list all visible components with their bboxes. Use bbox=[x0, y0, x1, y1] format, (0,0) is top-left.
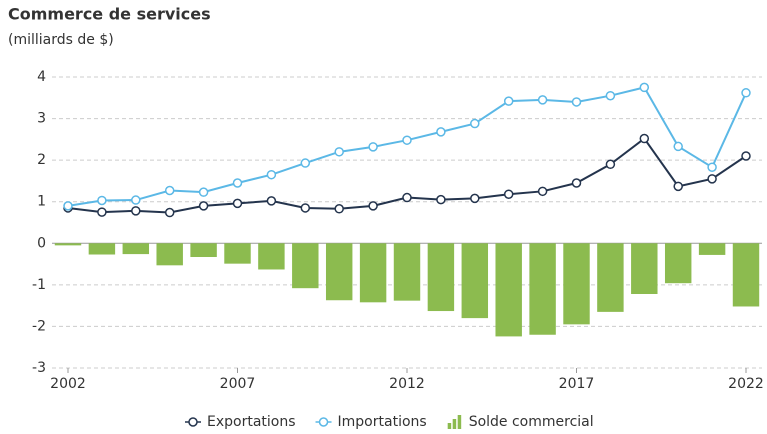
point bbox=[605, 159, 616, 170]
bar bbox=[732, 243, 760, 307]
legend-marker bbox=[452, 419, 457, 429]
plot-area: -3 -2 -1 0 1 2 3 4 2002 2007 2012 2017 2022 bbox=[32, 69, 764, 392]
point bbox=[503, 96, 514, 106]
point bbox=[673, 141, 683, 152]
x-tick-label: 2022 bbox=[728, 376, 764, 392]
bar bbox=[461, 243, 489, 319]
bar bbox=[359, 243, 387, 303]
x-tick-label: 2012 bbox=[389, 376, 425, 392]
legend-label: Exportations bbox=[207, 414, 296, 430]
bar bbox=[393, 243, 421, 301]
x-tick-label: 2017 bbox=[559, 376, 595, 392]
point bbox=[741, 151, 751, 161]
legend: Exportations Importations Solde commercial bbox=[185, 414, 594, 430]
point bbox=[266, 196, 277, 206]
point bbox=[605, 90, 616, 101]
point bbox=[707, 174, 717, 184]
point bbox=[436, 194, 446, 205]
bar bbox=[495, 243, 522, 337]
point bbox=[334, 204, 344, 214]
legend-marker bbox=[188, 417, 198, 427]
bar bbox=[190, 243, 217, 258]
point bbox=[402, 192, 412, 203]
point bbox=[198, 201, 209, 211]
point bbox=[368, 142, 378, 152]
bar bbox=[224, 243, 251, 264]
x-tick-label: 2002 bbox=[50, 376, 86, 392]
bar bbox=[325, 243, 353, 301]
point bbox=[639, 82, 650, 93]
point bbox=[164, 207, 175, 218]
y-tick-label: -3 bbox=[32, 360, 46, 376]
bar bbox=[529, 243, 556, 335]
y-tick-label: 0 bbox=[37, 235, 46, 251]
point bbox=[741, 88, 751, 98]
bar bbox=[597, 243, 624, 312]
point bbox=[198, 187, 209, 197]
x-tick-label: 2007 bbox=[220, 376, 256, 392]
chart-subtitle: (milliards de $) bbox=[8, 32, 114, 48]
bar bbox=[664, 243, 692, 284]
point bbox=[537, 95, 548, 105]
point bbox=[266, 169, 277, 180]
bar bbox=[258, 243, 285, 270]
bar bbox=[54, 243, 82, 246]
point bbox=[334, 147, 344, 157]
point bbox=[402, 135, 412, 145]
bar bbox=[427, 243, 455, 312]
legend-marker bbox=[447, 423, 452, 429]
point bbox=[232, 198, 243, 209]
y-tick-label: 3 bbox=[37, 111, 46, 127]
point bbox=[436, 127, 446, 137]
point bbox=[470, 193, 480, 204]
chart-title: Commerce de services bbox=[8, 5, 211, 24]
point bbox=[97, 207, 107, 217]
point bbox=[368, 201, 378, 211]
y-tick-label: 1 bbox=[37, 194, 46, 210]
point bbox=[63, 201, 73, 211]
point bbox=[503, 189, 514, 199]
point bbox=[673, 181, 683, 192]
y-tick-label: 4 bbox=[37, 69, 46, 85]
bar bbox=[122, 243, 150, 255]
point bbox=[470, 118, 480, 129]
bar bbox=[698, 243, 726, 255]
point bbox=[300, 203, 311, 213]
legend-marker bbox=[318, 417, 329, 427]
point bbox=[537, 186, 548, 197]
point bbox=[571, 97, 582, 107]
bar bbox=[292, 243, 319, 289]
bar bbox=[156, 243, 183, 266]
legend-label: Importations bbox=[338, 414, 427, 430]
point bbox=[300, 158, 311, 168]
point bbox=[232, 178, 243, 188]
y-tick-label: -2 bbox=[32, 318, 46, 334]
legend-label: Solde commercial bbox=[469, 414, 594, 430]
y-tick-label: -1 bbox=[32, 277, 46, 293]
point bbox=[571, 178, 582, 188]
bar bbox=[88, 243, 116, 255]
point bbox=[131, 195, 141, 205]
point bbox=[131, 206, 141, 216]
bar bbox=[631, 243, 658, 295]
legend-marker bbox=[457, 415, 462, 429]
y-tick-label: 2 bbox=[37, 152, 46, 168]
bar bbox=[563, 243, 590, 325]
point bbox=[97, 195, 107, 206]
point bbox=[164, 185, 175, 196]
point bbox=[707, 162, 717, 172]
point bbox=[639, 133, 650, 144]
